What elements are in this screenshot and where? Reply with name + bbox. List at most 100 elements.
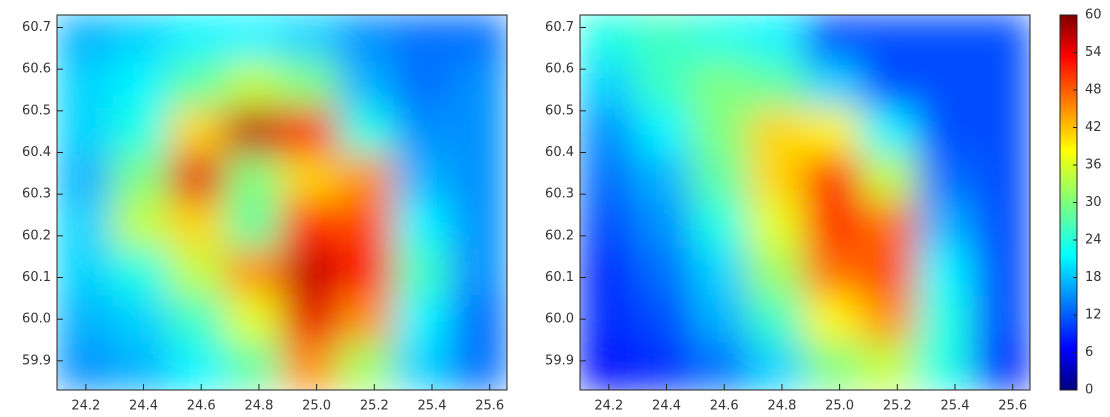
y-tick-label: 60.1 [22, 270, 51, 285]
x-tick-label: 24.6 [710, 399, 739, 414]
heatmap-cell [916, 248, 975, 298]
x-tick-label: 25.6 [998, 399, 1027, 414]
heatmap-cell [972, 342, 1030, 390]
heatmap-cell [860, 15, 919, 63]
heatmap-cell [691, 295, 750, 345]
heatmap-cell [57, 60, 115, 110]
x-tick-label: 25.2 [360, 399, 389, 414]
heatmap-cell [449, 154, 507, 204]
x-tick-label: 24.6 [187, 399, 216, 414]
y-tick-label: 60.6 [22, 62, 51, 77]
y-tick-label: 60.4 [22, 145, 51, 160]
heatmap-cell [449, 15, 507, 63]
heatmap-cell [168, 15, 227, 63]
heatmap-cell [224, 15, 283, 63]
x-tick-label: 25.0 [302, 399, 331, 414]
heatmap-cell [337, 60, 396, 110]
y-tick-label: 60.3 [545, 187, 574, 202]
heatmap-cell [804, 342, 863, 390]
heatmap-cell [449, 248, 507, 298]
colorbar-tick-label: 30 [1085, 195, 1102, 210]
heatmap-cell [168, 107, 227, 157]
y-tick-label: 60.5 [545, 103, 574, 118]
heatmap-cell [916, 295, 975, 345]
colorbar-tick-label: 54 [1085, 45, 1102, 60]
colorbar-tick-label: 48 [1085, 83, 1102, 98]
heatmap-cell [747, 295, 806, 345]
x-tick-label: 24.2 [71, 399, 100, 414]
heatmap-cell [224, 295, 283, 345]
colorbar-tick-label: 24 [1085, 233, 1102, 248]
heatmap-cell [747, 248, 806, 298]
heatmap-cell [747, 107, 806, 157]
y-tick-label: 60.0 [545, 312, 574, 327]
y-tick-label: 60.1 [545, 270, 574, 285]
x-tick-label: 24.8 [244, 399, 273, 414]
heatmap-cell [393, 201, 452, 251]
heatmap-cell [691, 107, 750, 157]
heatmap-cell [972, 201, 1030, 251]
heatmap-cell [449, 295, 507, 345]
heatmap-cell [747, 60, 806, 110]
heatmap-cell [224, 60, 283, 110]
heatmap-cell [112, 107, 171, 157]
heatmap-cell [393, 248, 452, 298]
colorbar-tick-label: 60 [1085, 8, 1102, 23]
heatmap-cell [860, 60, 919, 110]
heatmap-cell [57, 107, 115, 157]
heatmap-cell [57, 342, 115, 390]
heatmap-cell [393, 15, 452, 63]
heatmap-cell [804, 248, 863, 298]
heatmap-cell [747, 342, 806, 390]
heatmap-cell [281, 154, 340, 204]
y-tick-label: 60.4 [545, 145, 574, 160]
heatmap-cell [168, 342, 227, 390]
y-tick-label: 60.2 [545, 228, 574, 243]
heatmap-cell [747, 15, 806, 63]
y-tick-label: 60.2 [22, 228, 51, 243]
x-tick-label: 24.4 [129, 399, 158, 414]
y-tick-label: 59.9 [545, 353, 574, 368]
heatmap-cell [972, 295, 1030, 345]
heatmap-cell [860, 107, 919, 157]
colorbar-tick-label: 0 [1085, 383, 1093, 398]
heatmap-cell [635, 342, 694, 390]
heatmap-cell [691, 15, 750, 63]
heatmap-cell [168, 60, 227, 110]
heatmap-cell [916, 154, 975, 204]
heatmap-cell [580, 342, 638, 390]
x-tick-label: 24.2 [594, 399, 623, 414]
heatmap-cell [393, 342, 452, 390]
heatmap-cell [972, 60, 1030, 110]
heatmap-cell [804, 15, 863, 63]
heatmap-cell [112, 342, 171, 390]
heatmap-cell [691, 154, 750, 204]
y-tick-label: 60.3 [22, 187, 51, 202]
heatmap-cell [580, 107, 638, 157]
heatmap-cell [168, 154, 227, 204]
heatmap-cell [449, 60, 507, 110]
heatmap-cell [691, 201, 750, 251]
heatmap-cell [804, 201, 863, 251]
heatmap-cell [393, 107, 452, 157]
heatmap-cell [635, 201, 694, 251]
x-tick-label: 25.4 [418, 399, 447, 414]
heatmap-cell [691, 60, 750, 110]
heatmap-cell [337, 15, 396, 63]
plot-frame [579, 14, 1031, 391]
heatmap-cell [224, 342, 283, 390]
heatmap-cell [916, 342, 975, 390]
heatmap-cell [112, 248, 171, 298]
heatmap-cell [224, 248, 283, 298]
heatmap-cell [337, 342, 396, 390]
colorbar-tick-label: 36 [1085, 158, 1102, 173]
heatmap-cell [337, 295, 396, 345]
heatmap-cell [281, 107, 340, 157]
heatmap-cell [337, 107, 396, 157]
heatmap-cell [168, 295, 227, 345]
heatmap-cell [57, 201, 115, 251]
heatmap-cell [57, 248, 115, 298]
heatmap-cell [281, 295, 340, 345]
heatmap-cell [804, 295, 863, 345]
